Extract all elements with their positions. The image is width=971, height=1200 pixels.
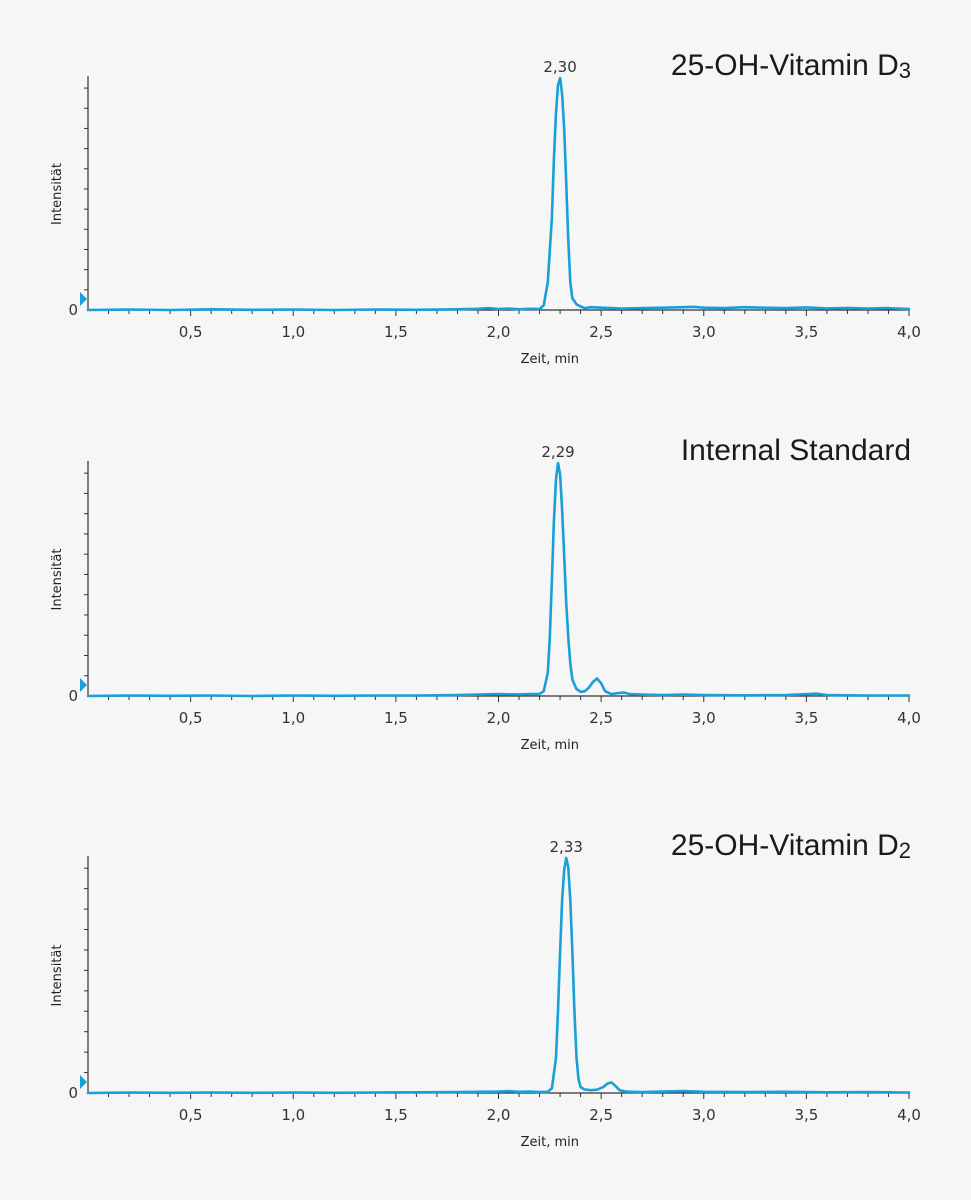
x-axis-label: Zeit, min: [521, 738, 579, 753]
chart-title: 25-OH-Vitamin D2: [671, 829, 911, 863]
x-tick-label: 0,5: [179, 709, 203, 727]
x-tick-label: 2,0: [487, 709, 511, 727]
chart-panel-3: 0,5 1,0 1,5 2,0 2,5 3,0 3,5 4,0 0 Intensität Zeit,…: [50, 829, 921, 1150]
x-tick-label: 3,5: [794, 323, 818, 341]
x-tick-label: 2,5: [589, 1106, 613, 1124]
baseline-marker-icon: [80, 292, 87, 306]
peak-label: 2,30: [543, 58, 576, 76]
chart-title-text: 25-OH-Vitamin D: [671, 49, 899, 82]
x-tick-label: 3,5: [794, 709, 818, 727]
x-tick-label: 2,5: [589, 323, 613, 341]
chart-title-text: Internal Standard: [681, 434, 911, 467]
x-tick-label: 4,0: [897, 1106, 921, 1124]
series-line: [86, 76, 911, 312]
x-tick-label: 1,0: [281, 1106, 305, 1124]
x-tick-label: 1,5: [384, 1106, 408, 1124]
x-tick-label: 3,0: [692, 323, 716, 341]
x-axis-label: Zeit, min: [521, 352, 579, 367]
series-line: [86, 461, 911, 698]
x-tick-label: 3,0: [692, 709, 716, 727]
chart-title-subscript: 2: [899, 838, 911, 863]
baseline-marker-icon: [80, 1075, 87, 1089]
x-tick-label: 4,0: [897, 323, 921, 341]
chart-title: 25-OH-Vitamin D3: [671, 49, 911, 83]
chart-panel-2: 0,5 1,0 1,5 2,0 2,5 3,0 3,5 4,0 0 Intensität Zeit,…: [50, 434, 921, 753]
y-axis-label: Intensität: [50, 945, 65, 1007]
y-tick-label: 0: [68, 301, 78, 319]
peak-label: 2,29: [541, 443, 574, 461]
x-axis-label: Zeit, min: [521, 1135, 579, 1150]
x-tick-label: 1,5: [384, 323, 408, 341]
x-tick-label: 1,5: [384, 709, 408, 727]
peak-label: 2,33: [550, 838, 583, 856]
x-tick-label: 3,0: [692, 1106, 716, 1124]
y-tick-label: 0: [68, 687, 78, 705]
chart-panel-1: 0,5 1,0 1,5 2,0 2,5 3,0 3,5 4,0 0 Intensität Zeit,…: [50, 49, 921, 367]
y-axis-label: Intensität: [50, 163, 65, 225]
chart-title-subscript: 3: [899, 58, 911, 83]
chart-title: Internal Standard: [681, 434, 911, 467]
x-tick-label: 0,5: [179, 323, 203, 341]
x-tick-label: 2,5: [589, 709, 613, 727]
chart-title-text: 25-OH-Vitamin D: [671, 829, 899, 862]
x-tick-label: 2,0: [487, 1106, 511, 1124]
x-tick-label: 1,0: [281, 709, 305, 727]
series-line: [86, 856, 911, 1095]
y-tick-label: 0: [68, 1084, 78, 1102]
x-tick-label: 2,0: [487, 323, 511, 341]
y-axis-label: Intensität: [50, 549, 65, 611]
baseline-marker-icon: [80, 678, 87, 692]
x-tick-label: 4,0: [897, 709, 921, 727]
x-tick-label: 1,0: [281, 323, 305, 341]
x-tick-label: 0,5: [179, 1106, 203, 1124]
x-tick-label: 3,5: [794, 1106, 818, 1124]
